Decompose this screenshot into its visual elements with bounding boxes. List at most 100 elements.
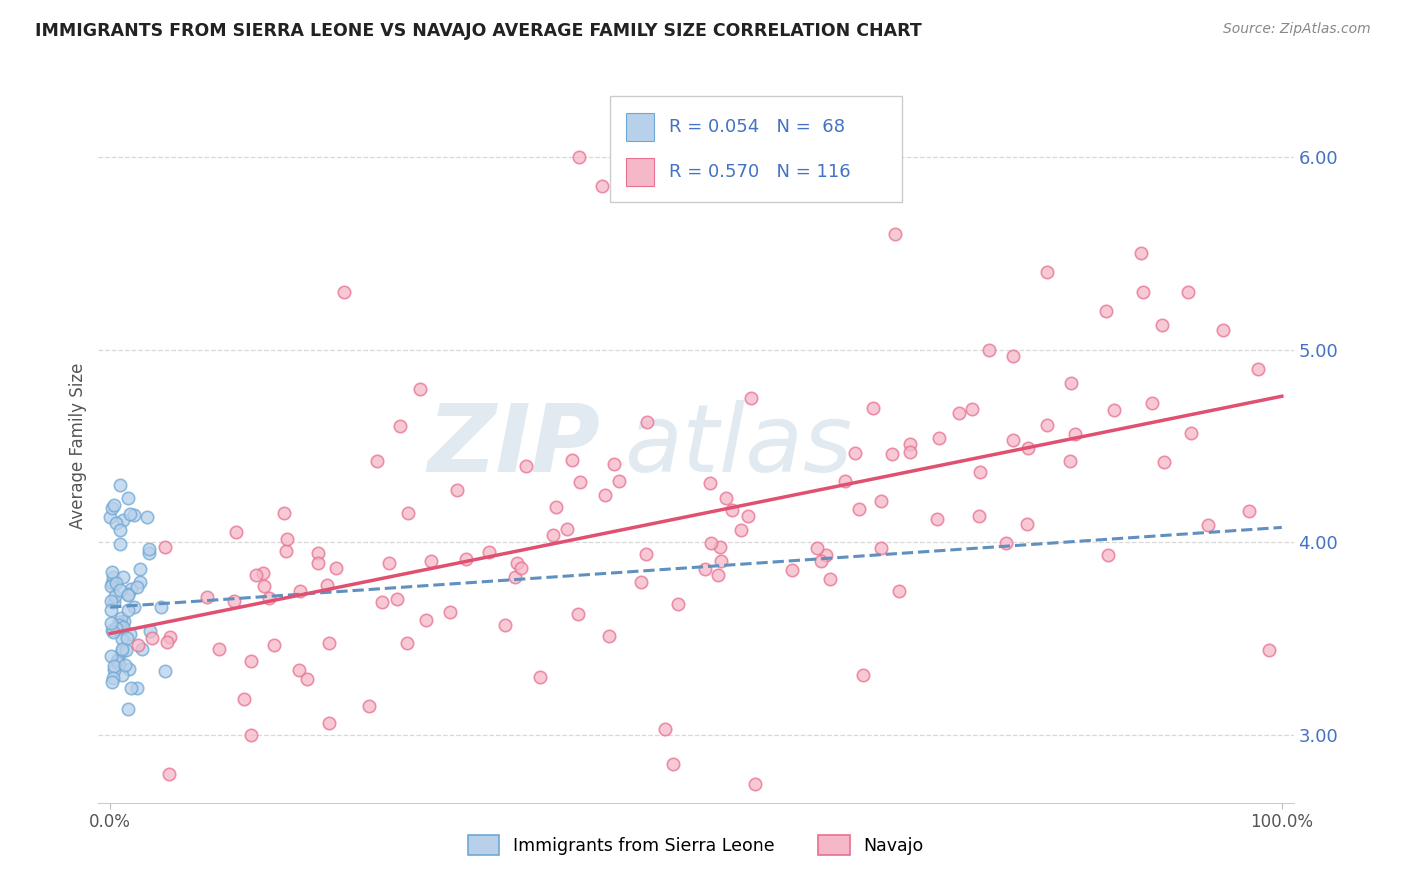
Point bbox=[101, 570, 124, 584]
Text: Source: ZipAtlas.com: Source: ZipAtlas.com bbox=[1223, 22, 1371, 37]
Point bbox=[105, 654, 128, 668]
Point bbox=[141, 631, 163, 645]
Point bbox=[1035, 417, 1057, 432]
Point bbox=[159, 630, 181, 644]
Point bbox=[359, 699, 381, 714]
Point bbox=[506, 556, 529, 570]
Point bbox=[155, 540, 177, 554]
Point bbox=[630, 575, 652, 590]
Point bbox=[101, 624, 124, 638]
Point bbox=[740, 392, 762, 406]
Point bbox=[884, 227, 907, 241]
Point bbox=[120, 626, 142, 640]
Point bbox=[546, 500, 568, 515]
Point bbox=[1063, 427, 1085, 442]
Point bbox=[543, 528, 565, 542]
Point bbox=[1132, 285, 1154, 299]
Point bbox=[593, 488, 616, 502]
Point bbox=[122, 508, 145, 522]
Point bbox=[100, 603, 122, 617]
Point bbox=[253, 578, 276, 592]
Point bbox=[118, 662, 141, 676]
Point bbox=[101, 565, 124, 579]
Point bbox=[730, 524, 752, 538]
Point bbox=[117, 588, 139, 602]
Point bbox=[1212, 323, 1234, 337]
Point bbox=[276, 532, 298, 546]
Point bbox=[127, 638, 149, 652]
Point bbox=[415, 613, 437, 627]
Point bbox=[1237, 504, 1260, 518]
Point bbox=[245, 567, 267, 582]
Point bbox=[110, 611, 132, 625]
Point bbox=[239, 728, 262, 742]
Point bbox=[515, 458, 537, 473]
Point bbox=[105, 576, 128, 591]
Point bbox=[700, 536, 723, 550]
Point bbox=[111, 620, 134, 634]
Point bbox=[1095, 304, 1118, 318]
Point bbox=[233, 692, 256, 706]
Point bbox=[120, 582, 142, 596]
Point bbox=[1102, 403, 1125, 417]
Point bbox=[111, 570, 134, 584]
Point bbox=[568, 475, 591, 490]
Point bbox=[396, 506, 419, 520]
Point bbox=[110, 667, 132, 681]
Point bbox=[1001, 350, 1024, 364]
Point bbox=[307, 546, 329, 560]
Point bbox=[108, 657, 131, 672]
Point bbox=[1059, 454, 1081, 468]
Point bbox=[928, 431, 950, 445]
Point bbox=[112, 513, 135, 527]
Point bbox=[396, 636, 419, 650]
Point bbox=[100, 615, 122, 630]
Point bbox=[103, 658, 125, 673]
Point bbox=[195, 590, 218, 604]
Point bbox=[654, 723, 676, 737]
Point bbox=[529, 670, 551, 684]
Point bbox=[157, 767, 180, 781]
Point bbox=[222, 593, 245, 607]
Point bbox=[1097, 548, 1119, 562]
Point bbox=[898, 445, 921, 459]
Point bbox=[149, 600, 172, 615]
Point bbox=[107, 652, 129, 666]
Point bbox=[136, 510, 159, 524]
Point bbox=[101, 625, 124, 640]
Point bbox=[503, 570, 526, 584]
Point bbox=[967, 509, 990, 524]
Point bbox=[454, 552, 477, 566]
Point bbox=[307, 556, 329, 570]
Point bbox=[325, 561, 347, 575]
Point bbox=[138, 624, 160, 638]
Point bbox=[333, 285, 356, 299]
Text: atlas: atlas bbox=[624, 401, 852, 491]
Point bbox=[561, 452, 583, 467]
Point bbox=[1153, 455, 1175, 469]
Point bbox=[806, 541, 828, 556]
Point bbox=[1036, 265, 1059, 279]
Point bbox=[710, 554, 733, 568]
Point bbox=[125, 580, 148, 594]
Point bbox=[105, 516, 128, 530]
Point bbox=[707, 568, 730, 582]
Point bbox=[810, 554, 832, 568]
Point bbox=[666, 597, 689, 611]
Point bbox=[1197, 518, 1219, 533]
Point bbox=[1017, 442, 1039, 456]
Point bbox=[121, 681, 143, 695]
Point bbox=[128, 574, 150, 589]
Point bbox=[288, 583, 311, 598]
Point bbox=[898, 437, 921, 451]
Point bbox=[603, 457, 626, 471]
Point bbox=[1142, 396, 1164, 410]
Point bbox=[969, 465, 991, 479]
Text: ZIP: ZIP bbox=[427, 400, 600, 492]
Point bbox=[111, 644, 134, 658]
Point bbox=[1060, 376, 1083, 391]
Point bbox=[848, 502, 870, 516]
Point bbox=[108, 537, 131, 551]
Point bbox=[117, 491, 139, 505]
Point bbox=[318, 716, 340, 731]
